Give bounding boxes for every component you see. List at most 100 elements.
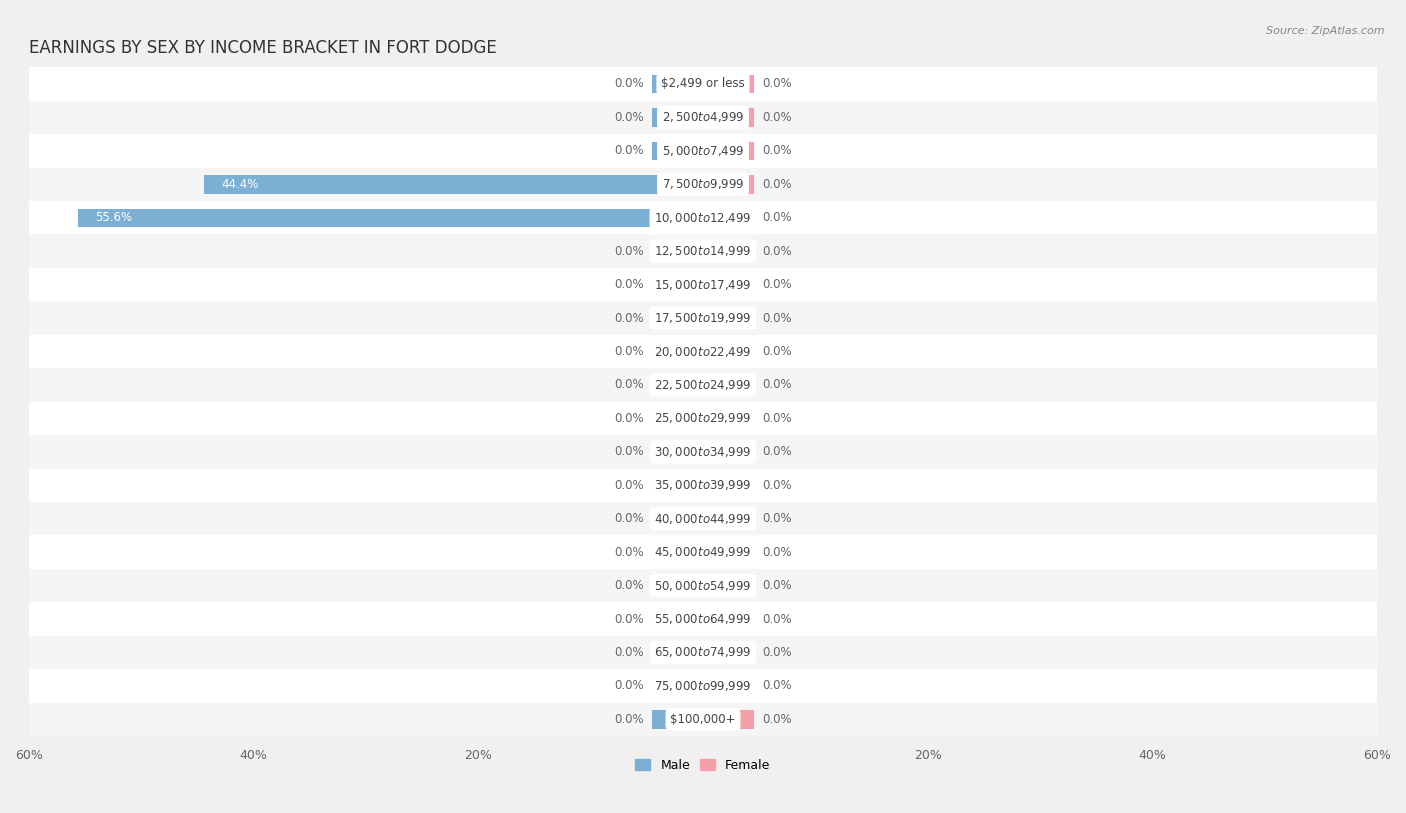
Text: 0.0%: 0.0% — [762, 713, 792, 726]
Bar — [30, 669, 1376, 702]
Text: 0.0%: 0.0% — [762, 145, 792, 158]
Bar — [30, 268, 1376, 302]
Text: EARNINGS BY SEX BY INCOME BRACKET IN FORT DODGE: EARNINGS BY SEX BY INCOME BRACKET IN FOR… — [30, 39, 496, 58]
Text: 0.0%: 0.0% — [614, 77, 644, 90]
Text: 0.0%: 0.0% — [614, 345, 644, 358]
Bar — [652, 409, 703, 428]
Text: 0.0%: 0.0% — [762, 278, 792, 291]
Bar — [30, 201, 1376, 234]
Bar — [30, 302, 1376, 335]
Bar — [652, 242, 703, 260]
Text: 0.0%: 0.0% — [762, 412, 792, 425]
Bar — [703, 209, 754, 227]
Text: $5,000 to $7,499: $5,000 to $7,499 — [662, 144, 744, 158]
Bar — [79, 209, 703, 227]
Bar — [652, 476, 703, 494]
Text: $10,000 to $12,499: $10,000 to $12,499 — [654, 211, 752, 224]
Bar — [30, 468, 1376, 502]
Text: 0.0%: 0.0% — [614, 646, 644, 659]
Bar — [703, 676, 754, 695]
Text: 0.0%: 0.0% — [614, 111, 644, 124]
Bar — [703, 510, 754, 528]
Text: Source: ZipAtlas.com: Source: ZipAtlas.com — [1267, 26, 1385, 36]
Text: $12,500 to $14,999: $12,500 to $14,999 — [654, 244, 752, 259]
Text: 0.0%: 0.0% — [614, 713, 644, 726]
Text: $35,000 to $39,999: $35,000 to $39,999 — [654, 478, 752, 492]
Bar — [652, 309, 703, 328]
Text: $25,000 to $29,999: $25,000 to $29,999 — [654, 411, 752, 425]
Bar — [30, 702, 1376, 736]
Text: $17,500 to $19,999: $17,500 to $19,999 — [654, 311, 752, 325]
Bar — [703, 108, 754, 127]
Bar — [30, 234, 1376, 268]
Bar — [30, 67, 1376, 101]
Bar — [703, 442, 754, 461]
Bar — [652, 442, 703, 461]
Text: 0.0%: 0.0% — [762, 512, 792, 525]
Bar — [703, 276, 754, 293]
Bar — [703, 409, 754, 428]
Text: 0.0%: 0.0% — [762, 546, 792, 559]
Text: $2,500 to $4,999: $2,500 to $4,999 — [662, 111, 744, 124]
Text: 0.0%: 0.0% — [614, 446, 644, 459]
Text: 0.0%: 0.0% — [762, 311, 792, 324]
Bar — [703, 576, 754, 595]
Bar — [703, 309, 754, 328]
Text: 0.0%: 0.0% — [614, 579, 644, 592]
Bar — [652, 141, 703, 160]
Text: $22,500 to $24,999: $22,500 to $24,999 — [654, 378, 752, 392]
Text: 0.0%: 0.0% — [762, 178, 792, 191]
Text: 0.0%: 0.0% — [762, 479, 792, 492]
Legend: Male, Female: Male, Female — [630, 754, 776, 776]
Text: 44.4%: 44.4% — [221, 178, 259, 191]
Bar — [652, 376, 703, 394]
Bar — [30, 402, 1376, 435]
Text: $50,000 to $54,999: $50,000 to $54,999 — [654, 579, 752, 593]
Bar — [703, 376, 754, 394]
Text: 0.0%: 0.0% — [762, 77, 792, 90]
Bar — [30, 502, 1376, 536]
Text: 0.0%: 0.0% — [614, 546, 644, 559]
Text: $2,499 or less: $2,499 or less — [661, 77, 745, 90]
Bar — [30, 602, 1376, 636]
Bar — [30, 536, 1376, 569]
Bar — [30, 134, 1376, 167]
Text: 0.0%: 0.0% — [614, 378, 644, 391]
Bar — [30, 636, 1376, 669]
Text: 0.0%: 0.0% — [762, 446, 792, 459]
Text: $45,000 to $49,999: $45,000 to $49,999 — [654, 546, 752, 559]
Bar — [703, 75, 754, 93]
Text: 0.0%: 0.0% — [762, 378, 792, 391]
Text: 0.0%: 0.0% — [762, 646, 792, 659]
Bar — [30, 435, 1376, 468]
Text: 0.0%: 0.0% — [614, 245, 644, 258]
Bar — [30, 101, 1376, 134]
Text: 0.0%: 0.0% — [762, 345, 792, 358]
Bar — [703, 710, 754, 728]
Bar — [652, 710, 703, 728]
Text: $100,000+: $100,000+ — [671, 713, 735, 726]
Bar — [652, 276, 703, 293]
Bar — [652, 510, 703, 528]
Bar — [703, 610, 754, 628]
Text: 0.0%: 0.0% — [614, 612, 644, 625]
Text: 0.0%: 0.0% — [762, 612, 792, 625]
Text: 0.0%: 0.0% — [762, 579, 792, 592]
Bar — [652, 342, 703, 361]
Text: 0.0%: 0.0% — [762, 211, 792, 224]
Text: 0.0%: 0.0% — [614, 278, 644, 291]
Bar — [30, 368, 1376, 402]
Text: $65,000 to $74,999: $65,000 to $74,999 — [654, 646, 752, 659]
Text: $55,000 to $64,999: $55,000 to $64,999 — [654, 612, 752, 626]
Text: 0.0%: 0.0% — [614, 145, 644, 158]
Bar — [703, 342, 754, 361]
Bar — [652, 543, 703, 561]
Bar — [703, 543, 754, 561]
Text: 0.0%: 0.0% — [614, 311, 644, 324]
Text: $75,000 to $99,999: $75,000 to $99,999 — [654, 679, 752, 693]
Bar — [703, 175, 754, 193]
Text: $40,000 to $44,999: $40,000 to $44,999 — [654, 511, 752, 526]
Bar — [30, 167, 1376, 201]
Bar — [703, 242, 754, 260]
Bar — [703, 476, 754, 494]
